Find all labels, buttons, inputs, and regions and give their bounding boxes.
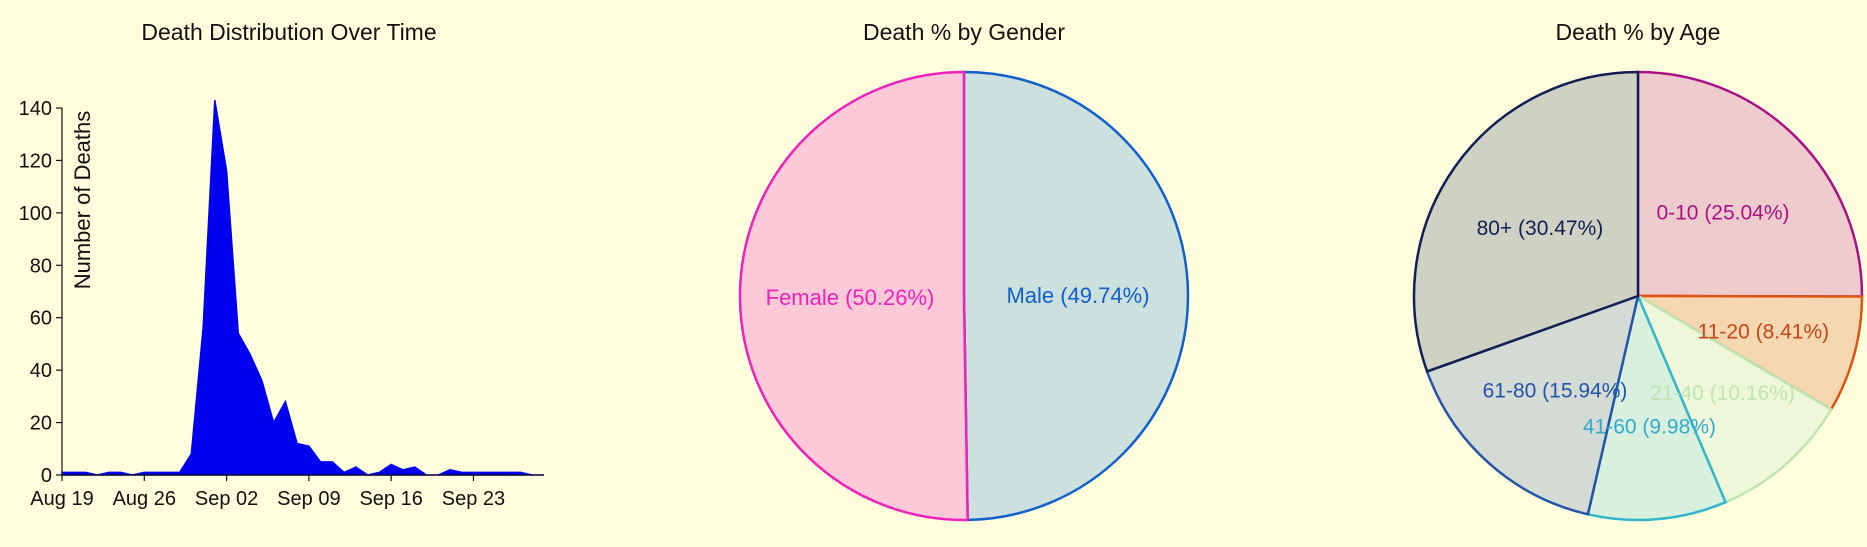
pie-slice <box>738 70 969 522</box>
death-over-time-chart: Death Distribution Over Time 0 20 40 60 80 10… <box>19 19 544 510</box>
slice-label: 21-40 (10.16%) <box>1650 382 1795 405</box>
y-tick-label: 20 <box>30 413 52 435</box>
x-tick-label: Aug 19 <box>30 488 93 510</box>
area-series <box>61 99 544 476</box>
y-tick-label: 60 <box>30 308 52 330</box>
slice-label: 41-60 (9.98%) <box>1583 416 1716 439</box>
chart-title: Death Distribution Over Time <box>141 19 436 45</box>
slice-label: 0-10 (25.04%) <box>1656 201 1789 224</box>
x-ticks: Aug 19 Aug 26 Sep 02 Sep 09 Sep 16 Sep 23 <box>30 475 505 510</box>
chart-title: Death % by Age <box>1556 19 1721 45</box>
pie-slice <box>1635 293 1833 504</box>
slice-label: Female (50.26%) <box>766 285 935 310</box>
gender-slices: Male (49.74%) Female (50.26%) <box>738 70 1190 522</box>
y-tick-label: 40 <box>30 360 52 382</box>
slice-label: 80+ (30.47%) <box>1477 217 1604 240</box>
gender-pie-chart: Death % by Gender Male (49.74%) Female (5… <box>738 19 1190 522</box>
y-tick-label: 140 <box>19 98 52 120</box>
pie-slice <box>1636 70 1864 298</box>
y-ticks: 0 20 40 60 80 100 120 140 <box>19 98 62 487</box>
x-tick-label: Aug 26 <box>113 488 176 510</box>
x-tick-label: Sep 09 <box>277 488 340 510</box>
x-tick-label: Sep 23 <box>442 488 505 510</box>
pie-slice <box>1633 294 1864 412</box>
y-tick-label: 120 <box>19 150 52 172</box>
slice-label: Male (49.74%) <box>1006 283 1149 308</box>
pie-slice <box>1412 70 1640 374</box>
y-tick-label: 0 <box>41 465 52 487</box>
x-tick-label: Sep 16 <box>359 488 422 510</box>
pie-slice <box>962 70 1190 522</box>
slice-label: 11-20 (8.41%) <box>1698 320 1830 343</box>
y-tick-label: 80 <box>30 255 52 277</box>
y-tick-label: 100 <box>19 203 52 225</box>
y-axis-label: Number of Deaths <box>70 111 95 290</box>
age-pie-chart: Death % by Age 0-10 (25.04%) 11-20 (8.41%… <box>1412 19 1864 522</box>
slice-label: 61-80 (15.94%) <box>1483 380 1628 403</box>
pie-slice <box>1586 291 1728 522</box>
x-tick-label: Sep 02 <box>195 488 258 510</box>
pie-slice <box>1425 294 1640 516</box>
chart-title: Death % by Gender <box>863 19 1065 45</box>
age-slices: 0-10 (25.04%) 11-20 (8.41%) 21-40 (10.16%)… <box>1412 70 1864 522</box>
